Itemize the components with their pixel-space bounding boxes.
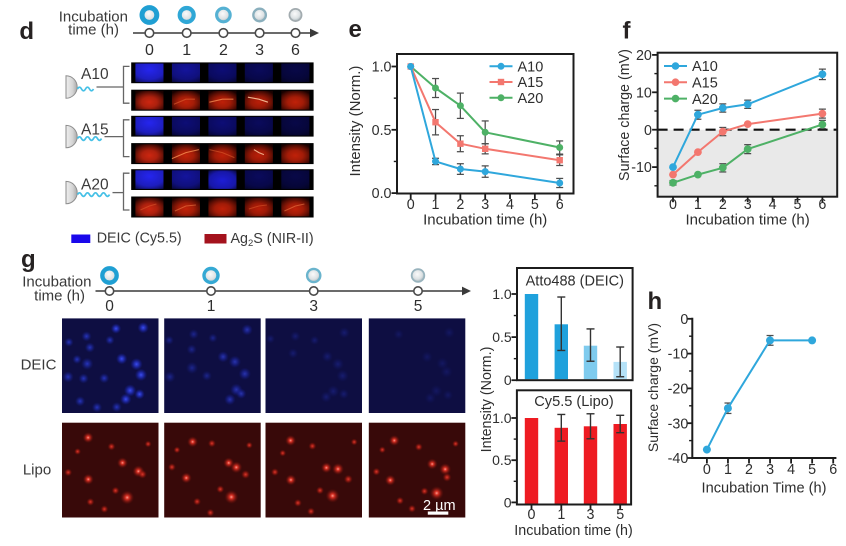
svg-text:A10: A10 <box>81 66 109 83</box>
svg-text:Incubation: Incubation <box>22 274 91 291</box>
svg-text:A10: A10 <box>518 60 544 76</box>
svg-text:f: f <box>623 18 632 45</box>
svg-text:4: 4 <box>506 197 514 213</box>
svg-text:DEIC (Cy5.5): DEIC (Cy5.5) <box>97 231 182 247</box>
svg-text:h: h <box>648 288 663 315</box>
svg-text:-10: -10 <box>668 347 689 363</box>
svg-text:6: 6 <box>291 42 300 59</box>
svg-text:2: 2 <box>219 42 228 59</box>
svg-text:1: 1 <box>182 42 191 59</box>
svg-text:time (h): time (h) <box>34 288 85 305</box>
svg-text:6: 6 <box>829 462 837 478</box>
svg-text:5: 5 <box>794 197 802 213</box>
svg-text:1.0: 1.0 <box>372 60 392 76</box>
svg-text:1: 1 <box>207 298 216 315</box>
svg-text:20: 20 <box>636 48 652 64</box>
svg-text:-10: -10 <box>631 160 652 176</box>
svg-text:0: 0 <box>528 507 536 523</box>
svg-text:0: 0 <box>105 298 114 315</box>
svg-text:1.0: 1.0 <box>492 286 512 302</box>
svg-text:A15: A15 <box>81 121 109 138</box>
svg-text:Ag2S (NIR-II): Ag2S (NIR-II) <box>231 231 314 249</box>
svg-text:Incubation Time (h): Incubation Time (h) <box>702 480 827 496</box>
svg-text:3: 3 <box>309 298 318 315</box>
svg-text:Intensity (Norm.): Intensity (Norm.) <box>479 347 495 453</box>
svg-text:6: 6 <box>556 197 564 213</box>
svg-text:4: 4 <box>787 462 795 478</box>
svg-text:0.0: 0.0 <box>372 186 392 202</box>
svg-text:0: 0 <box>703 462 711 478</box>
svg-text:2 µm: 2 µm <box>423 498 456 514</box>
svg-text:e: e <box>349 16 362 43</box>
svg-text:0.5: 0.5 <box>492 452 512 468</box>
svg-text:Lipo: Lipo <box>23 462 51 479</box>
svg-text:3: 3 <box>481 197 489 213</box>
svg-text:3: 3 <box>587 507 595 523</box>
svg-text:Surface charge (mV): Surface charge (mV) <box>617 49 633 181</box>
svg-text:2: 2 <box>456 197 464 213</box>
svg-text:0.5: 0.5 <box>372 123 392 139</box>
svg-text:g: g <box>21 246 36 273</box>
svg-text:1: 1 <box>724 462 732 478</box>
svg-text:5: 5 <box>616 507 624 523</box>
svg-text:Cy5.5 (Lipo): Cy5.5 (Lipo) <box>534 394 614 410</box>
svg-text:3: 3 <box>744 197 752 213</box>
svg-text:A20: A20 <box>518 91 544 107</box>
svg-text:A10: A10 <box>692 59 718 75</box>
svg-text:4: 4 <box>769 197 777 213</box>
svg-text:0.5: 0.5 <box>492 329 512 345</box>
svg-text:5: 5 <box>414 298 423 315</box>
svg-text:0: 0 <box>644 123 652 139</box>
svg-text:1: 1 <box>557 507 565 523</box>
svg-text:DEIC: DEIC <box>21 357 57 374</box>
svg-text:6: 6 <box>818 197 826 213</box>
svg-text:-40: -40 <box>668 451 689 467</box>
svg-text:1.0: 1.0 <box>492 410 512 426</box>
svg-text:A20: A20 <box>81 176 109 193</box>
svg-text:0: 0 <box>669 197 677 213</box>
svg-text:1: 1 <box>432 197 440 213</box>
svg-text:2: 2 <box>719 197 727 213</box>
svg-text:5: 5 <box>531 197 539 213</box>
svg-text:0: 0 <box>680 312 688 328</box>
svg-text:Incubation time (h): Incubation time (h) <box>423 212 547 229</box>
svg-text:3: 3 <box>766 462 774 478</box>
svg-text:0: 0 <box>145 42 154 59</box>
svg-text:1: 1 <box>694 197 702 213</box>
svg-text:Intensity (Norm.): Intensity (Norm.) <box>347 66 364 177</box>
svg-text:5: 5 <box>808 462 816 478</box>
svg-text:2: 2 <box>745 462 753 478</box>
svg-text:Incubation: Incubation <box>59 9 128 26</box>
svg-text:0: 0 <box>504 494 512 510</box>
svg-text:Incubation time (h): Incubation time (h) <box>514 523 632 539</box>
svg-text:A20: A20 <box>692 92 718 108</box>
svg-text:A15: A15 <box>692 75 718 91</box>
svg-text:-20: -20 <box>668 382 689 398</box>
svg-text:-30: -30 <box>668 416 689 432</box>
svg-text:Atto488 (DEIC): Atto488 (DEIC) <box>526 274 624 290</box>
svg-text:10: 10 <box>636 85 652 101</box>
svg-text:Incubation time (h): Incubation time (h) <box>685 212 809 229</box>
svg-text:A15: A15 <box>518 75 544 91</box>
svg-text:3: 3 <box>255 42 264 59</box>
svg-text:0: 0 <box>407 197 415 213</box>
svg-text:0: 0 <box>504 372 512 388</box>
svg-text:Surface charge (mV): Surface charge (mV) <box>645 323 661 452</box>
svg-text:time (h): time (h) <box>68 22 119 39</box>
svg-text:d: d <box>19 18 34 45</box>
